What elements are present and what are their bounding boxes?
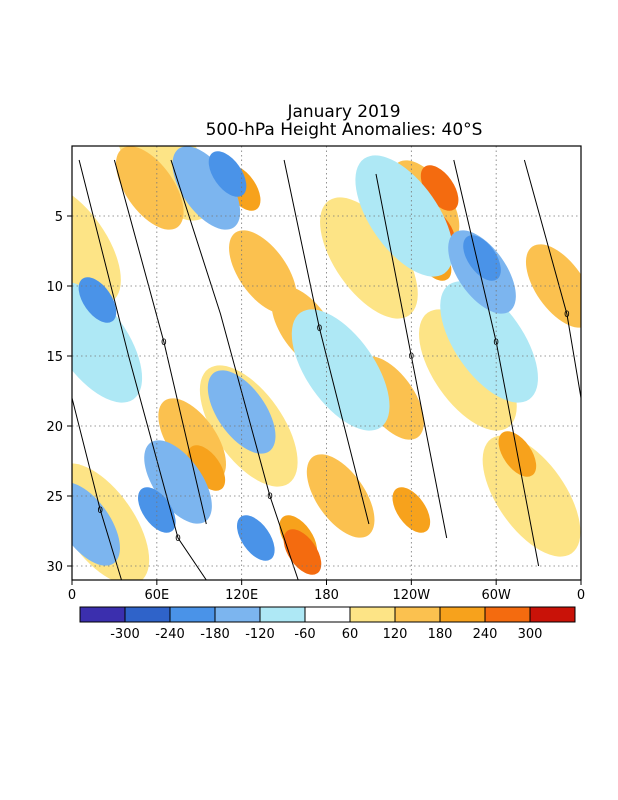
anomaly-patch-neg180-1: [78, 277, 117, 323]
anomaly-patch-neg180-4: [138, 487, 176, 533]
colorbar-label: 60: [342, 627, 359, 642]
colorbar-swatch: [484, 606, 531, 623]
y-tick-label: 20: [46, 420, 63, 435]
y-tick-label: 25: [46, 490, 63, 505]
anomaly-patch-pos120-6: [525, 244, 581, 328]
colorbar-swatch: [79, 606, 126, 623]
colorbar-label: -240: [155, 627, 185, 642]
zero-contour-line-4: [375, 173, 448, 539]
contour-label: 0: [564, 310, 570, 320]
zero-contour-line-5: [453, 159, 540, 567]
y-tick-label: 15: [46, 350, 63, 365]
x-tick-label: 0: [577, 588, 585, 603]
zero-contour-line-2: [170, 159, 299, 580]
colorbar-swatch: [439, 606, 486, 623]
contour-label: 0: [317, 324, 323, 334]
zero-contour-line-6: [523, 159, 581, 399]
anomaly-patch-pos60-3: [320, 197, 418, 319]
colorbar-swatch: [259, 606, 306, 623]
anomaly-patch-pos120-7: [306, 454, 375, 538]
colorbar-label: 240: [473, 627, 498, 642]
x-axis-ticks: 0 60E 120E 180 120W 60W 0: [68, 580, 585, 603]
anomaly-patch-pos180-3: [392, 487, 431, 533]
contour-label: 0: [161, 338, 167, 348]
colorbar-swatch: [124, 606, 171, 623]
x-tick-label: 60E: [144, 588, 169, 603]
anomaly-patch-neg180-2: [236, 515, 275, 561]
x-tick-label: 120E: [225, 588, 258, 603]
chart-title: January 2019: [286, 102, 400, 122]
zero-contours: 0 0 0 0 0 0 0 0: [72, 159, 581, 580]
gridlines: [72, 146, 581, 580]
anomaly-patch-pos60-0: [72, 183, 121, 305]
y-axis-ticks: 5 10 15 20 25 30: [46, 210, 72, 575]
anomaly-patch-neg120-1: [72, 482, 120, 566]
colorbar-label: -120: [245, 627, 275, 642]
contour-label: 0: [267, 492, 273, 502]
anomaly-patch-pos180-1: [187, 445, 226, 491]
colorbar-labels: -300 -240 -180 -120 -60 60 120 180 240 300: [110, 627, 542, 642]
colorbar-label: 300: [518, 627, 543, 642]
anomaly-patch-neg60-0: [72, 281, 143, 403]
colorbar-swatch: [349, 606, 396, 623]
colorbar-label: -300: [110, 627, 140, 642]
colorbar-swatch: [529, 606, 576, 623]
zero-contour-line-3: [283, 159, 370, 525]
contour-label: 0: [97, 506, 103, 516]
colorbar-label: 180: [428, 627, 453, 642]
colorbar-swatch: [169, 606, 216, 623]
anomaly-patch-neg180-0: [208, 151, 247, 197]
colorbar-swatch: [304, 606, 351, 623]
anomaly-patch-pos240-0: [420, 165, 459, 211]
x-tick-label: 120W: [392, 588, 430, 603]
contour-label: 0: [493, 338, 499, 348]
y-tick-label: 10: [46, 280, 63, 295]
colorbar: -300 -240 -180 -120 -60 60 120 180 240 300: [79, 606, 576, 642]
x-tick-label: 60W: [481, 588, 511, 603]
colorbar-label: 120: [383, 627, 408, 642]
x-tick-label: 180: [314, 588, 339, 603]
zero-contour-line-7: [72, 397, 122, 580]
anomaly-patch-neg60-2: [440, 281, 538, 403]
contour-label: 0: [408, 352, 414, 362]
y-tick-label: 30: [46, 560, 63, 575]
contour-label: 0: [175, 534, 181, 544]
anomaly-patch-pos240-1: [283, 529, 322, 575]
colorbar-swatch: [394, 606, 441, 623]
anomaly-patch-neg180-3: [463, 235, 501, 281]
zero-contour-line-1: [113, 159, 207, 525]
colorbar-swatch: [214, 606, 261, 623]
anomaly-patch-pos120-0: [115, 146, 184, 230]
anomaly-patch-neg60-1: [355, 155, 454, 277]
plot-area: 0 0 0 0 0 0 0 0: [71, 145, 582, 581]
y-tick-label: 5: [55, 210, 63, 225]
colorbar-swatches: [79, 606, 576, 623]
anomaly-field: [72, 146, 581, 580]
chart-subtitle: 500-hPa Height Anomalies: 40°S: [206, 120, 483, 140]
anomaly-patch-neg120-2: [144, 440, 212, 524]
anomaly-patch-neg60-3: [291, 309, 390, 431]
zero-contour-line-0: [78, 159, 207, 580]
colorbar-label: -180: [200, 627, 230, 642]
colorbar-label: -60: [294, 627, 315, 642]
anomaly-patch-neg120-0: [172, 146, 241, 230]
x-tick-label: 0: [68, 588, 76, 603]
